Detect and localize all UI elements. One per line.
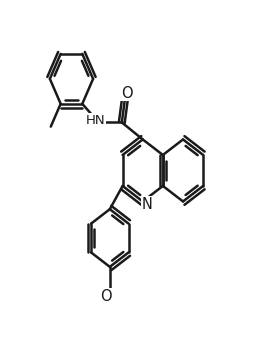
Text: HN: HN <box>86 114 106 127</box>
Text: O: O <box>121 86 132 101</box>
Text: N: N <box>141 197 152 212</box>
Text: O: O <box>100 289 112 304</box>
